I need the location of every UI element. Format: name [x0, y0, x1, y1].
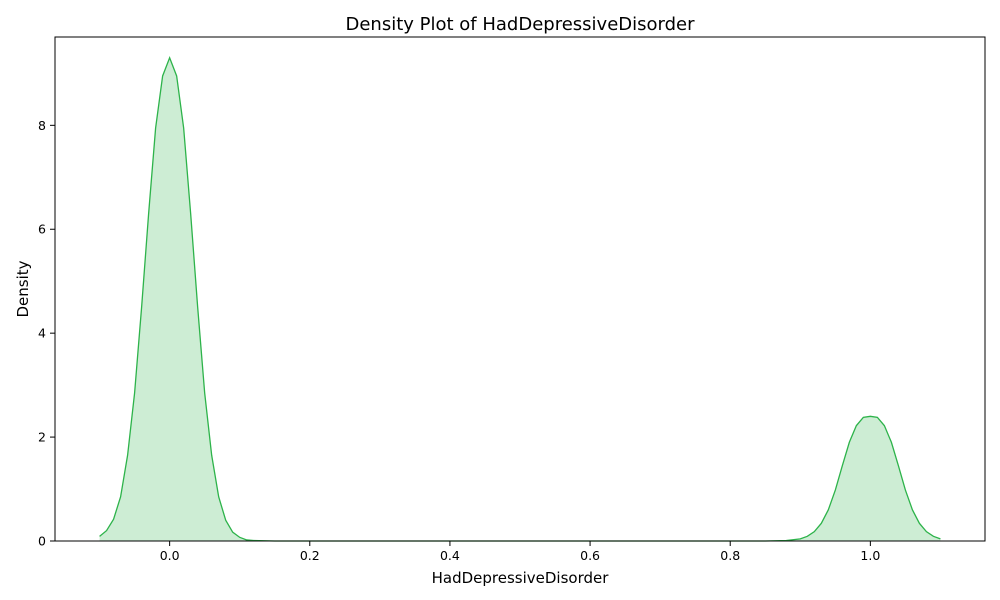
- chart-title: Density Plot of HadDepressiveDisorder: [345, 14, 695, 35]
- x-tick-label: 0.2: [300, 548, 320, 563]
- plot-frame: [54, 36, 986, 542]
- x-axis: 0.0 0.2 0.4 0.6 0.8 1.0: [160, 541, 880, 563]
- y-axis: 0 2 4 6 8: [38, 118, 55, 549]
- density-curve-line: [99, 55, 941, 542]
- x-tick-label: 0.8: [720, 548, 740, 563]
- x-tick-label: 0.0: [160, 548, 180, 563]
- x-axis-label: HadDepressiveDisorder: [432, 569, 610, 587]
- density-area-fill: [99, 57, 941, 541]
- y-tick-label: 8: [38, 118, 46, 133]
- plot-area: [99, 55, 941, 542]
- y-tick-label: 2: [38, 430, 46, 445]
- x-tick-label: 0.4: [440, 548, 460, 563]
- x-tick-label: 1.0: [860, 548, 880, 563]
- y-tick-label: 4: [38, 326, 46, 341]
- y-axis-label: Density: [14, 260, 32, 317]
- y-tick-label: 6: [38, 222, 46, 237]
- x-tick-label: 0.6: [580, 548, 600, 563]
- y-tick-label: 0: [38, 534, 46, 549]
